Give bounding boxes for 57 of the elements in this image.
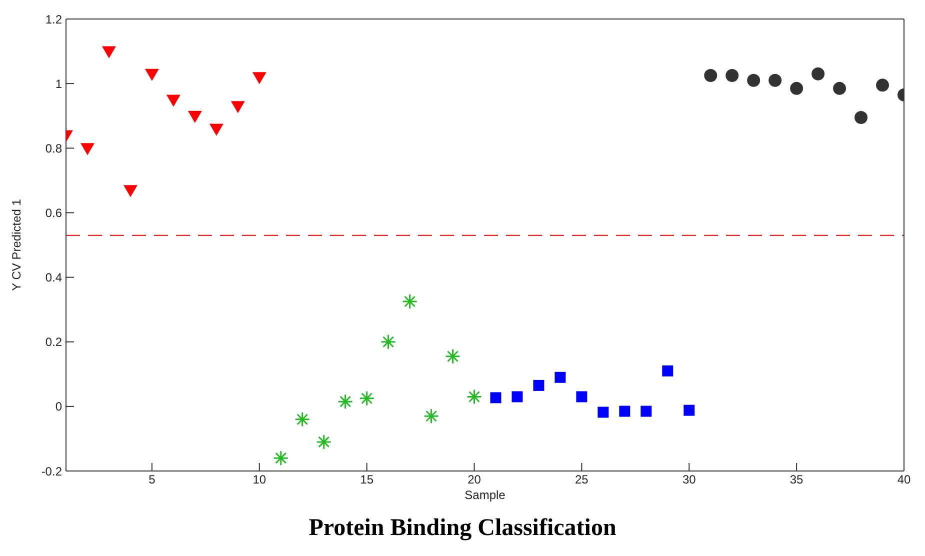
point	[490, 392, 502, 404]
point	[512, 391, 523, 402]
point	[726, 69, 739, 82]
x-tick-label: 30	[682, 472, 696, 487]
point	[747, 74, 760, 87]
point	[402, 294, 418, 310]
x-tick-label: 10	[252, 472, 266, 487]
y-tick-label: 0.6	[45, 206, 62, 220]
point	[662, 365, 674, 376]
x-axis-title: Sample	[464, 488, 506, 502]
point	[640, 406, 652, 417]
y-tick-label: 0.2	[45, 335, 62, 350]
y-tick-label: -0.2	[41, 464, 62, 478]
point	[812, 67, 825, 80]
x-tick-label: 35	[790, 472, 804, 487]
point	[273, 450, 289, 466]
y-tick-label: 1	[55, 76, 62, 91]
point	[684, 404, 695, 416]
point	[294, 412, 310, 428]
point	[80, 143, 94, 156]
point	[854, 110, 868, 124]
point	[359, 390, 375, 406]
point	[445, 348, 461, 364]
point	[533, 380, 544, 391]
point	[704, 69, 718, 82]
y-tick-label: 0.8	[45, 141, 62, 156]
point	[576, 391, 588, 402]
point	[102, 46, 116, 58]
y-tick-label: 1.2	[45, 12, 62, 26]
x-tick-label: 40	[897, 472, 911, 487]
point	[790, 82, 804, 95]
x-tick-label: 15	[360, 472, 374, 487]
point	[123, 185, 138, 198]
point	[209, 124, 224, 136]
point	[619, 406, 630, 417]
x-tick-label: 25	[575, 472, 589, 487]
point	[598, 406, 609, 418]
point	[316, 434, 332, 450]
point	[424, 408, 440, 424]
point	[380, 334, 396, 350]
y-tick-label: 0	[55, 400, 62, 414]
point	[338, 394, 354, 410]
point	[466, 388, 482, 404]
point	[876, 78, 890, 92]
point	[230, 101, 245, 114]
y-axis-title: Y CV Predicted 1	[9, 198, 24, 291]
point	[166, 94, 180, 107]
text: Protein Binding Classification	[308, 515, 618, 542]
point	[252, 72, 266, 84]
y-tick-label: 0.4	[45, 270, 62, 285]
point	[144, 68, 159, 81]
x-tick-label: 20	[468, 472, 482, 487]
point	[833, 82, 846, 95]
point	[554, 372, 566, 383]
point	[768, 74, 782, 87]
x-tick-label: 5	[148, 472, 156, 487]
point	[188, 110, 202, 123]
